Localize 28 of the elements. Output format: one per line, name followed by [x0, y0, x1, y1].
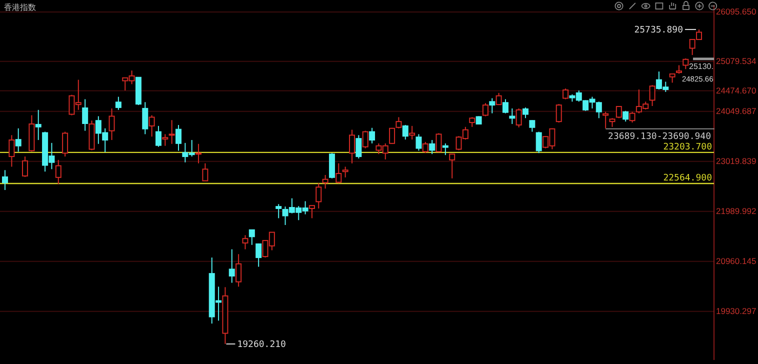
candlestick — [509, 108, 516, 124]
candlestick — [2, 170, 8, 191]
y-tick-label: 26095.650 — [716, 6, 756, 17]
candlestick — [8, 134, 15, 168]
y-tick-label: 20960.145 — [716, 256, 756, 266]
candlestick — [35, 109, 42, 141]
y-tick-label: 24474.670 — [716, 85, 756, 96]
ref-line-label: 23203.700 — [663, 142, 712, 152]
ref-line-label: 25130. — [689, 62, 714, 71]
annotation: 25735.890 — [634, 25, 683, 36]
y-tick-label: 19930.297 — [716, 306, 756, 316]
candlestick — [222, 286, 228, 344]
y-tick-label: 23019.839 — [716, 156, 756, 166]
candlestick — [176, 124, 182, 152]
candlestick — [409, 125, 416, 140]
candlestick — [168, 120, 175, 144]
chart-title: 香港指数 — [4, 3, 36, 12]
y-tick-label: 21989.992 — [716, 206, 756, 216]
candlestick — [82, 98, 88, 132]
y-tick-label: 24049.687 — [716, 106, 756, 116]
y-tick-label: 25079.534 — [716, 56, 756, 66]
ref-line-label: 22564.900 — [663, 173, 712, 184]
candlestick — [228, 248, 235, 284]
band-label: 23689.130-23690.940 — [608, 132, 711, 142]
candlestick — [322, 174, 328, 190]
candlestick — [108, 108, 115, 141]
candlestick — [196, 143, 202, 164]
annotation: 19260.210 — [237, 340, 286, 350]
